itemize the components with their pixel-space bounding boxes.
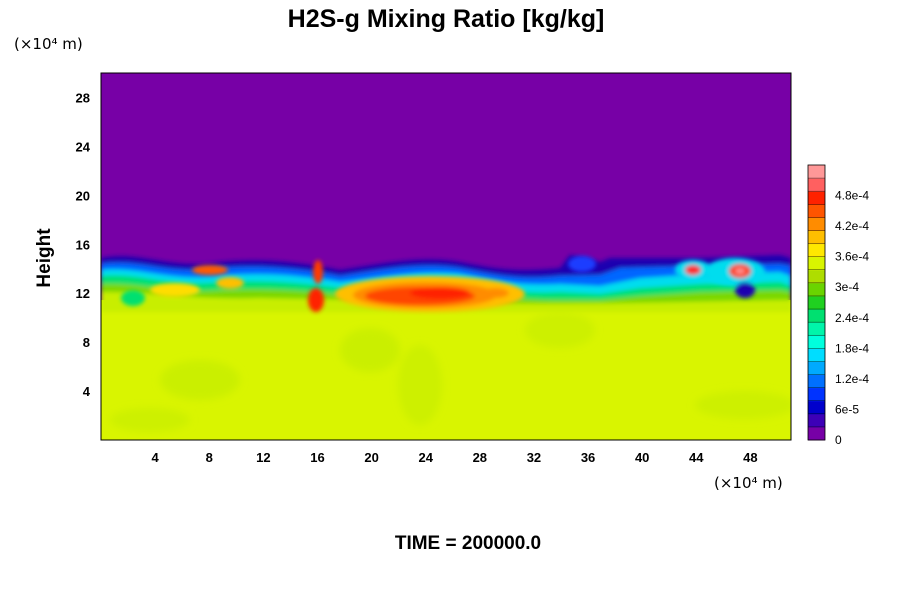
field-lower-mottling [110, 312, 791, 432]
colorbar-tick-label: 4.2e-4 [835, 219, 869, 233]
colorbar-segment [808, 295, 825, 310]
colorbar-segment [808, 426, 825, 441]
y-axis-label: Height [34, 228, 55, 288]
colorbar-segment [808, 217, 825, 231]
y-axis-unit: (×10⁴ m) [14, 35, 83, 53]
y-tick-label: 8 [83, 335, 90, 350]
colorbar-tick-label: 1.2e-4 [835, 372, 869, 386]
field-core-maximum [335, 276, 525, 312]
chart-title: H2S-g Mixing Ratio [kg/kg] [288, 5, 605, 33]
colorbar-segment [808, 256, 825, 271]
colorbar-tick-label: 0 [835, 433, 842, 447]
x-tick-label: 4 [152, 450, 160, 465]
x-tick-label: 24 [418, 450, 433, 465]
y-tick-label: 12 [76, 286, 90, 301]
colorbar-segment [808, 309, 825, 323]
heatmap-field [101, 73, 791, 440]
x-axis-ticks: 4 8 12 16 20 24 28 32 36 40 44 48 [152, 450, 758, 465]
colorbar-segment [808, 204, 825, 218]
x-tick-label: 28 [473, 450, 487, 465]
colorbar-segment [808, 269, 825, 284]
colorbar-segment [808, 335, 825, 349]
colorbar-tick-label: 3e-4 [835, 280, 859, 294]
x-tick-label: 8 [206, 450, 213, 465]
y-tick-label: 28 [76, 90, 90, 105]
x-tick-label: 40 [635, 450, 649, 465]
field-right-cells [568, 256, 765, 298]
x-tick-label: 36 [581, 450, 595, 465]
colorbar-tick-label: 2.4e-4 [835, 311, 869, 325]
colorbar-frame [807, 164, 826, 441]
time-label: TIME = 200000.0 [395, 533, 541, 554]
colorbar-tick-label: 6e-5 [835, 402, 859, 416]
colorbar-segment [808, 165, 825, 179]
y-axis-ticks: 4 8 12 16 20 24 28 [76, 90, 91, 399]
colorbar-segment [808, 230, 825, 245]
colorbar-segment [808, 191, 825, 205]
colorbar-segment [808, 322, 825, 336]
colorbar-segment [808, 361, 825, 376]
x-tick-label: 32 [527, 450, 541, 465]
colorbar: 0 6e-5 1.2e-4 1.8e-4 2.4e-4 3e-4 3.6e-4 4.2e-4 4… [807, 164, 869, 447]
y-tick-label: 20 [76, 188, 90, 203]
colorbar-segment [808, 387, 825, 402]
x-tick-label: 12 [256, 450, 270, 465]
colorbar-tick-label: 4.8e-4 [835, 189, 869, 203]
x-tick-label: 20 [364, 450, 378, 465]
colorbar-tick-label: 1.8e-4 [835, 341, 869, 355]
colorbar-segment [808, 374, 825, 389]
x-tick-label: 48 [743, 450, 757, 465]
colorbar-segment [808, 282, 825, 297]
x-tick-label: 16 [310, 450, 324, 465]
plot-frame [100, 72, 792, 441]
colorbar-segment [808, 400, 825, 415]
x-tick-label: 44 [689, 450, 704, 465]
colorbar-segment [808, 178, 825, 192]
colorbar-segment [808, 243, 825, 258]
colorbar-tick-label: 3.6e-4 [835, 250, 869, 264]
y-tick-label: 16 [76, 237, 90, 252]
y-tick-label: 4 [83, 384, 91, 399]
colorbar-segment [808, 348, 825, 362]
colorbar-segment [808, 413, 825, 428]
y-tick-label: 24 [76, 139, 91, 154]
field-left-cells [121, 260, 324, 312]
x-axis-unit: (×10⁴ m) [714, 474, 783, 492]
